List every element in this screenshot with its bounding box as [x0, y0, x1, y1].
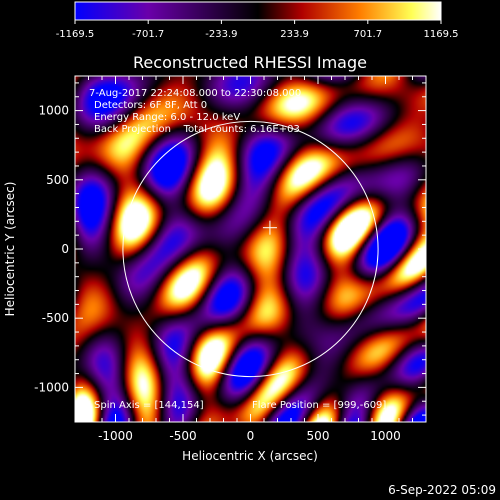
solar-limb-circle	[122, 120, 379, 378]
spin-axis-label: Spin Axis = [144,154]	[94, 400, 204, 411]
x-axis-label: Heliocentric X (arcsec)	[182, 449, 318, 463]
x-tick-label: -1000	[98, 429, 133, 443]
y-tick-label: -1000	[34, 380, 69, 394]
plot-timestamp: 6-Sep-2022 05:09	[388, 483, 496, 497]
colorbar: -1169.5 -701.7 -233.9 233.9 701.7 1169.5	[56, 1, 459, 40]
x-tick-label: -500	[169, 429, 196, 443]
colorbar-tick-label: 233.9	[280, 29, 309, 40]
y-axis-label: Heliocentric Y (arcsec)	[3, 182, 17, 317]
center-cross-marker	[262, 220, 277, 235]
colorbar-tick-label: -233.9	[205, 29, 237, 40]
annotation-energy: Energy Range: 6.0 - 12.0 keV	[94, 112, 240, 123]
flare-position-label: Flare Position = [999,-609]	[252, 400, 386, 411]
annotation-method: Back Projection Total counts: 6.16E+03	[94, 124, 300, 135]
colorbar-tick-label: 1169.5	[424, 29, 459, 40]
y-tick-label: -500	[42, 311, 69, 325]
y-tick-label: 0	[61, 242, 69, 256]
chart-title: Reconstructed RHESSI Image	[133, 53, 367, 72]
y-tick-label: 1000	[38, 104, 69, 118]
y-tick-label: 500	[46, 173, 69, 187]
heatmap-image	[75, 76, 426, 422]
annotation-time: 7-Aug-2017 22:24:08.000 to 22:30:08.000	[89, 88, 301, 99]
colorbar-tick-label: 701.7	[353, 29, 382, 40]
x-tick-label: 500	[307, 429, 330, 443]
x-tick-label: 0	[247, 429, 255, 443]
heatmap-area	[75, 76, 426, 422]
colorbar-tick-label: -701.7	[132, 29, 164, 40]
annotation-detectors: Detectors: 6F 8F, Att 0	[94, 100, 207, 111]
colorbar-gradient	[74, 1, 442, 21]
x-tick-label: 1000	[370, 429, 401, 443]
colorbar-tick-label: -1169.5	[56, 29, 95, 40]
